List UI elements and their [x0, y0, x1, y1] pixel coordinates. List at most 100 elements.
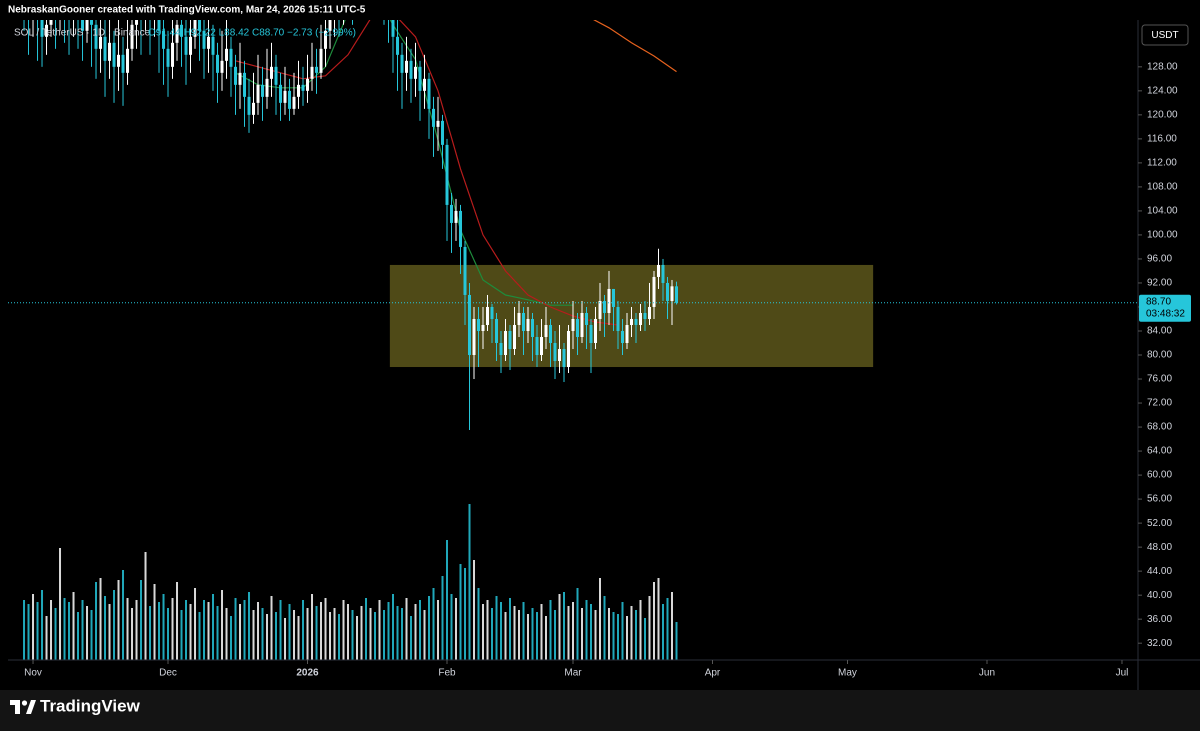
- candle-body: [283, 90, 287, 103]
- candle-body: [418, 66, 422, 91]
- volume-bar: [423, 610, 426, 660]
- y-tick-label: 104.00: [1147, 206, 1178, 217]
- candle-body: [166, 48, 170, 67]
- volume-bar: [621, 602, 624, 660]
- volume-bar: [203, 600, 206, 660]
- volume-bar: [540, 604, 543, 660]
- candle-body: [324, 30, 328, 49]
- volume-bar: [90, 610, 93, 660]
- volume-bar: [36, 602, 39, 660]
- currency-box[interactable]: [1141, 24, 1189, 46]
- logo-mark: [10, 700, 20, 714]
- volume-bar: [410, 616, 413, 660]
- volume-bar: [315, 606, 318, 660]
- volume-bar: [284, 618, 287, 660]
- last-price-box: [1139, 294, 1191, 322]
- candle-body: [567, 330, 571, 368]
- candle-body: [445, 144, 449, 205]
- candle-body: [674, 286, 678, 303]
- volume-bar: [491, 608, 494, 660]
- logo: [10, 700, 36, 714]
- volume-bar: [149, 606, 152, 660]
- candle-body: [49, 20, 53, 25]
- volume-bar: [374, 612, 377, 660]
- candle-body: [288, 90, 292, 109]
- volume-bar: [518, 610, 521, 660]
- y-tick-label: 96.00: [1147, 254, 1172, 265]
- volume-bar: [320, 602, 323, 660]
- candle-body: [589, 324, 593, 344]
- candle-body: [193, 20, 197, 37]
- currency[interactable]: USDT: [1151, 30, 1178, 41]
- volume-bar: [607, 608, 610, 660]
- candle-body: [94, 24, 98, 49]
- volume-bar: [675, 622, 678, 660]
- volume-bar: [342, 600, 345, 660]
- moving-average: [235, 20, 573, 306]
- y-tick-label: 124.00: [1147, 85, 1178, 96]
- candle-body: [647, 306, 651, 319]
- volume-bar: [135, 600, 138, 660]
- volume-bar: [666, 598, 669, 660]
- candle-body: [220, 60, 224, 73]
- footer: [0, 690, 1200, 731]
- candle-body: [477, 318, 481, 331]
- volume-bar: [630, 606, 633, 660]
- candle-body: [432, 108, 436, 127]
- volume-bar: [482, 604, 485, 660]
- volume-bar: [670, 592, 673, 660]
- y-tick-label: 48.00: [1147, 542, 1172, 553]
- volume-bar: [580, 608, 583, 660]
- candle-body: [265, 78, 269, 97]
- candle-body: [409, 60, 413, 79]
- candle-body: [598, 300, 602, 319]
- volume-bar: [185, 600, 188, 660]
- candle-body: [310, 66, 314, 79]
- volume-bar: [414, 604, 417, 660]
- y-tick-label: 36.00: [1147, 614, 1172, 625]
- candle-body: [162, 30, 166, 49]
- candle-body: [391, 20, 395, 37]
- candle-body: [301, 84, 305, 91]
- volume-bar: [338, 614, 341, 660]
- y-tick-label: 32.00: [1147, 638, 1172, 649]
- candle-body: [198, 20, 202, 31]
- volume-bar: [216, 606, 219, 660]
- candle-body: [405, 60, 409, 73]
- volume-bar: [162, 594, 165, 660]
- volume-bar: [266, 614, 269, 660]
- volume-bar: [351, 610, 354, 660]
- candle-body: [274, 66, 278, 85]
- volume-bar: [455, 598, 458, 660]
- candle-body: [279, 84, 283, 103]
- volume-bar: [189, 604, 192, 660]
- volume-bar: [257, 602, 260, 660]
- candle-body: [315, 66, 319, 73]
- volume-bar: [527, 614, 530, 660]
- candle-body: [207, 36, 211, 49]
- y-tick-label: 60.00: [1147, 470, 1172, 481]
- y-tick-label: 84.00: [1147, 326, 1172, 337]
- volume-bar: [72, 592, 75, 660]
- volume-bar: [450, 594, 453, 660]
- candle-body: [481, 324, 485, 331]
- candle-body: [436, 120, 440, 127]
- volume-bar: [68, 602, 71, 660]
- volume-bar: [113, 590, 116, 660]
- volume-bar: [117, 580, 120, 660]
- volume-bar: [531, 608, 534, 660]
- volume-bar: [324, 598, 327, 660]
- candle-body: [459, 210, 463, 247]
- volume-bar: [643, 618, 646, 660]
- candle-body: [562, 349, 566, 368]
- volume-bar: [144, 552, 147, 660]
- candle-body: [553, 343, 557, 362]
- legend-ohlc: O91.44 H92.22 L88.42 C88.70 −2.73 (−2.99…: [148, 28, 356, 39]
- volume-bar: [572, 602, 574, 660]
- candle-body: [463, 246, 467, 295]
- volume-bar: [428, 596, 431, 660]
- candle-body: [229, 48, 233, 67]
- candle-body: [513, 324, 517, 350]
- candle-body: [211, 36, 215, 55]
